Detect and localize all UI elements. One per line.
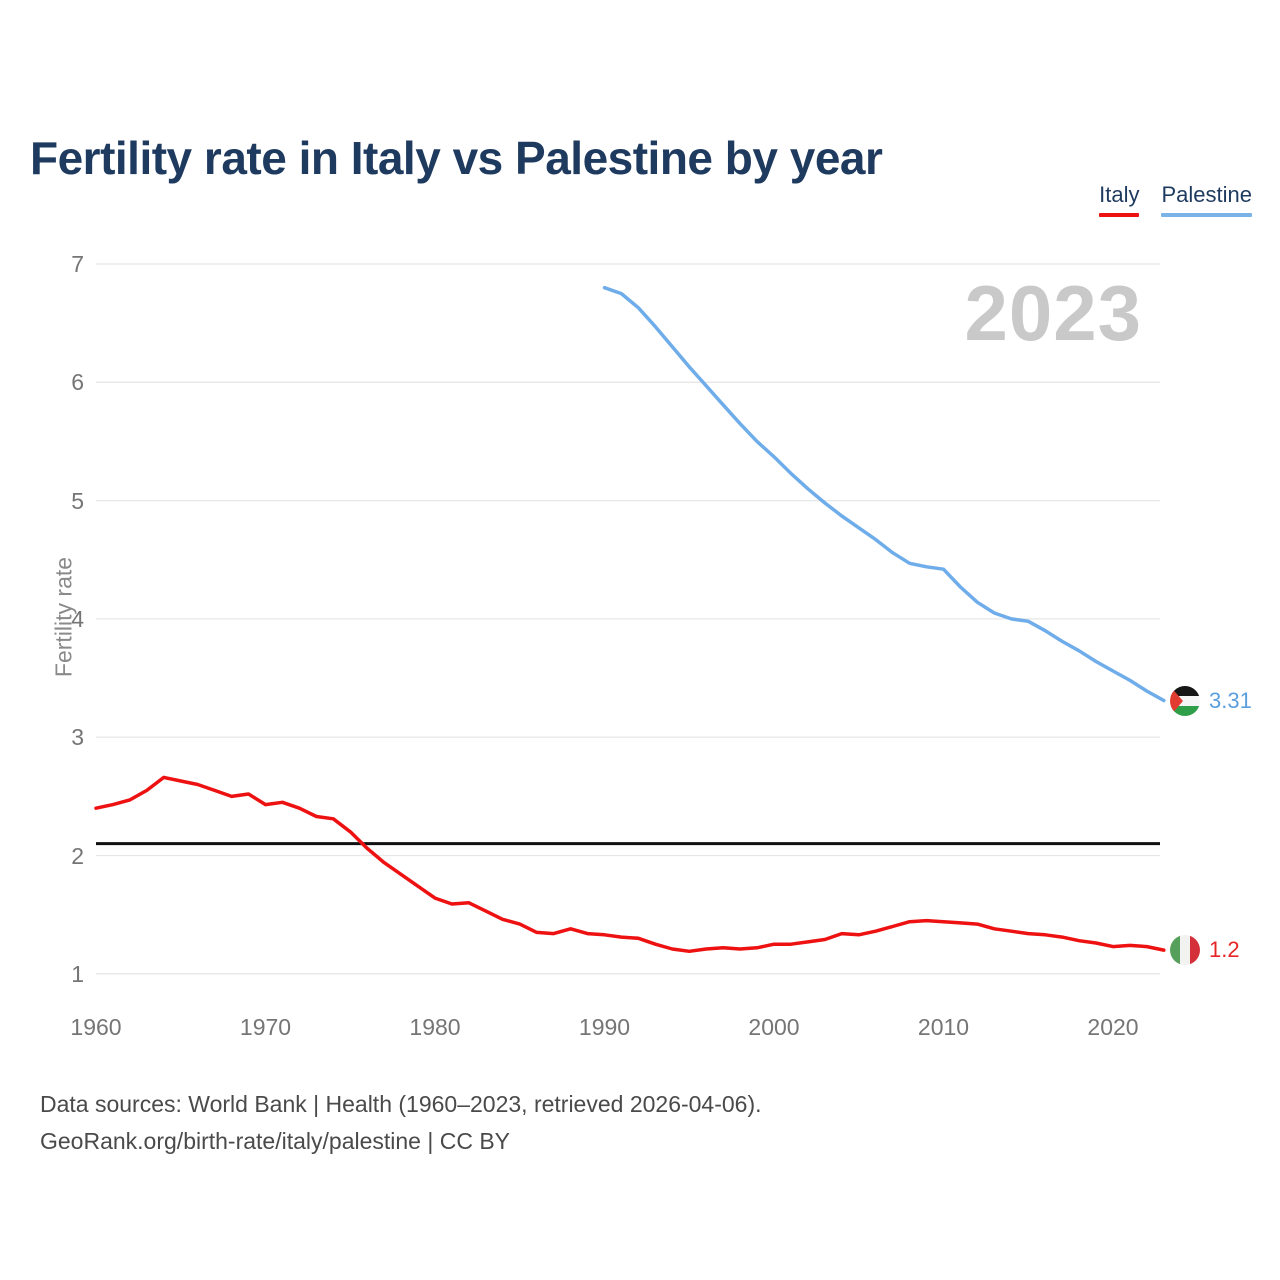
- y-tick-label: 6: [71, 369, 84, 396]
- legend-underline-italy: [1099, 213, 1140, 217]
- x-tick-label: 1960: [70, 1014, 122, 1040]
- watermark-year: 2023: [964, 269, 1142, 357]
- italy-flag-icon: [1170, 935, 1200, 966]
- legend-item-palestine[interactable]: Palestine: [1161, 182, 1252, 217]
- x-tick-label: 2000: [748, 1014, 800, 1040]
- palestine-flag-icon: [1170, 685, 1200, 716]
- footer: Data sources: World Bank | Health (1960–…: [40, 1086, 762, 1160]
- italy-series-line: [94, 775, 1166, 954]
- gridlines: [96, 263, 1160, 975]
- y-tick-label: 3: [71, 724, 84, 751]
- y-tick-label: 1: [71, 960, 84, 987]
- end-value-italy: 1.2: [1209, 937, 1240, 963]
- palestine-series-line: [602, 285, 1166, 703]
- y-tick-label: 7: [71, 251, 84, 277]
- x-tick-label: 1970: [239, 1014, 292, 1040]
- x-tick-label: 2010: [917, 1014, 970, 1040]
- y-tick-label: 5: [71, 487, 84, 514]
- page-title: Fertility rate in Italy vs Palestine by …: [30, 131, 883, 184]
- series-lines: [94, 285, 1166, 954]
- y-tick-label: 2: [71, 842, 84, 869]
- legend-underline-palestine: [1161, 213, 1252, 217]
- legend: Italy Palestine: [1099, 182, 1252, 217]
- x-tick-label: 1990: [578, 1014, 631, 1040]
- x-tick-label: 1980: [409, 1014, 461, 1040]
- x-tick-label: 2020: [1087, 1014, 1139, 1040]
- end-value-palestine: 3.31: [1209, 687, 1252, 713]
- footer-attribution: GeoRank.org/birth-rate/italy/palestine |…: [40, 1128, 511, 1154]
- legend-item-italy[interactable]: Italy: [1099, 182, 1140, 217]
- footer-sources: Data sources: World Bank | Health (1960–…: [40, 1091, 762, 1117]
- end-label-italy: 1.2: [1170, 935, 1240, 966]
- legend-label-italy: Italy: [1099, 182, 1140, 207]
- end-label-palestine: 3.31: [1170, 685, 1252, 716]
- legend-label-palestine: Palestine: [1161, 182, 1252, 207]
- y-tick-label: 4: [71, 605, 84, 632]
